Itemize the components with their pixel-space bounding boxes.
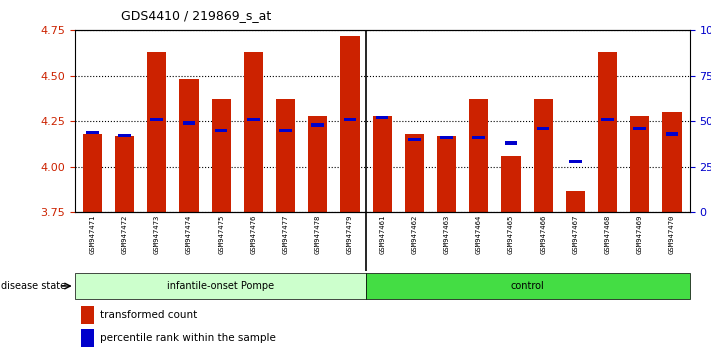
- Bar: [473, 136, 485, 139]
- Bar: [602, 118, 614, 121]
- Bar: [663, 112, 682, 212]
- Bar: [501, 156, 520, 212]
- Text: GSM947479: GSM947479: [347, 215, 353, 254]
- Bar: [469, 99, 488, 212]
- Bar: [408, 138, 421, 141]
- Bar: [343, 118, 356, 121]
- Bar: [440, 136, 453, 139]
- Text: infantile-onset Pompe: infantile-onset Pompe: [167, 281, 274, 291]
- Text: GSM947462: GSM947462: [412, 215, 417, 254]
- Text: GSM947475: GSM947475: [218, 215, 224, 254]
- Text: GSM947471: GSM947471: [90, 215, 95, 254]
- Bar: [665, 132, 678, 136]
- Text: GSM947477: GSM947477: [282, 215, 289, 254]
- Bar: [373, 116, 392, 212]
- Bar: [81, 329, 95, 347]
- Bar: [569, 160, 582, 163]
- Text: GSM947470: GSM947470: [669, 215, 675, 254]
- Text: GSM947466: GSM947466: [540, 215, 546, 254]
- Text: GSM947478: GSM947478: [315, 215, 321, 254]
- Bar: [179, 79, 198, 212]
- Bar: [405, 134, 424, 212]
- Text: GSM947463: GSM947463: [444, 215, 449, 254]
- Text: GSM947474: GSM947474: [186, 215, 192, 254]
- Bar: [311, 123, 324, 126]
- Bar: [215, 129, 228, 132]
- Bar: [566, 190, 585, 212]
- Bar: [151, 118, 163, 121]
- Bar: [279, 129, 292, 132]
- Bar: [366, 273, 690, 299]
- Text: GSM947476: GSM947476: [250, 215, 257, 254]
- Bar: [115, 136, 134, 212]
- Bar: [308, 116, 328, 212]
- Bar: [533, 99, 553, 212]
- Bar: [630, 116, 649, 212]
- Text: GSM947469: GSM947469: [637, 215, 643, 254]
- Bar: [86, 131, 99, 134]
- Text: GSM947467: GSM947467: [572, 215, 578, 254]
- Bar: [505, 142, 517, 145]
- Text: GSM947472: GSM947472: [122, 215, 127, 254]
- Text: transformed count: transformed count: [100, 310, 198, 320]
- Bar: [376, 116, 388, 119]
- Text: GSM947461: GSM947461: [379, 215, 385, 254]
- Text: disease state: disease state: [1, 281, 67, 291]
- Bar: [437, 136, 456, 212]
- Bar: [75, 273, 366, 299]
- Bar: [118, 134, 131, 137]
- Bar: [634, 127, 646, 130]
- Text: GSM947465: GSM947465: [508, 215, 514, 254]
- Text: GSM947468: GSM947468: [604, 215, 611, 254]
- Bar: [211, 99, 231, 212]
- Bar: [276, 99, 295, 212]
- Text: percentile rank within the sample: percentile rank within the sample: [100, 333, 277, 343]
- Text: GSM947464: GSM947464: [476, 215, 482, 254]
- Bar: [244, 52, 263, 212]
- Bar: [341, 35, 360, 212]
- Bar: [247, 118, 260, 121]
- Bar: [81, 306, 95, 324]
- Bar: [147, 52, 166, 212]
- Text: control: control: [511, 281, 545, 291]
- Text: GDS4410 / 219869_s_at: GDS4410 / 219869_s_at: [121, 9, 271, 22]
- Bar: [183, 121, 196, 125]
- Bar: [537, 127, 550, 130]
- Bar: [598, 52, 617, 212]
- Bar: [82, 134, 102, 212]
- Text: GSM947473: GSM947473: [154, 215, 160, 254]
